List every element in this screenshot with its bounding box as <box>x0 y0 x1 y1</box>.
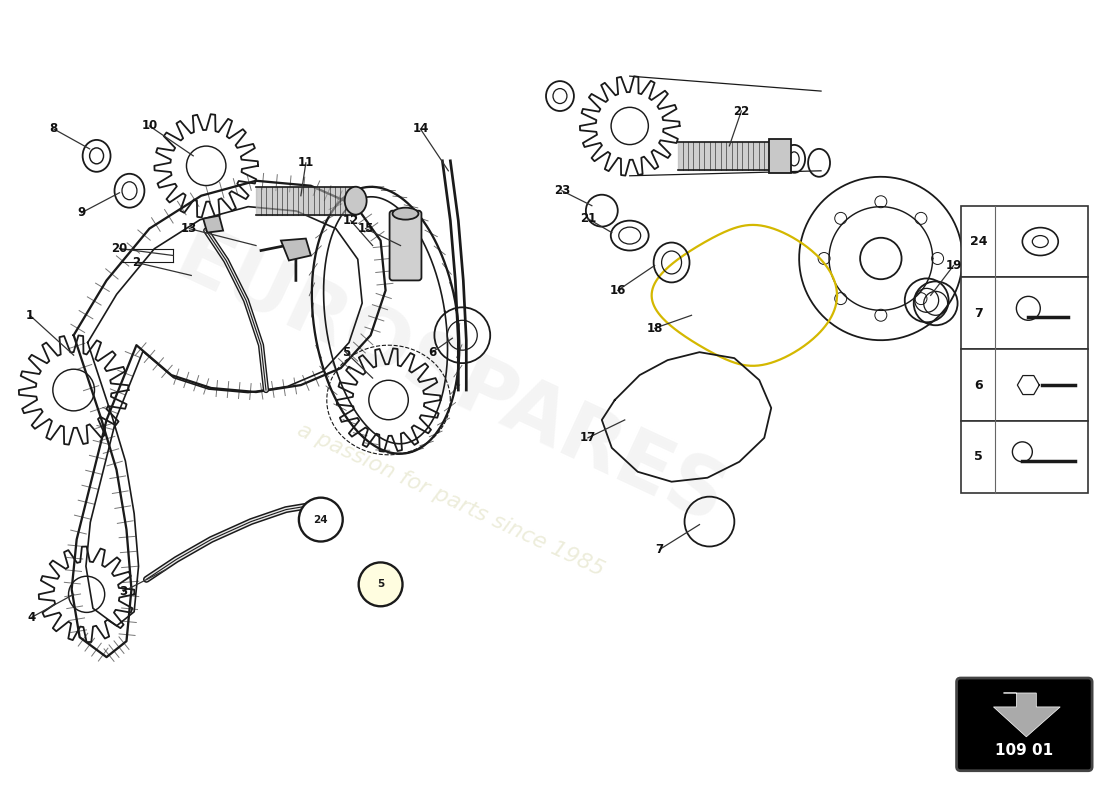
Polygon shape <box>993 693 1060 737</box>
Text: 14: 14 <box>412 122 429 135</box>
Text: 9: 9 <box>77 206 86 219</box>
Text: 7: 7 <box>656 543 663 556</box>
Bar <box>960 278 1088 349</box>
Polygon shape <box>204 216 223 233</box>
Text: EUROSPARES: EUROSPARES <box>163 218 738 542</box>
FancyBboxPatch shape <box>957 678 1092 770</box>
Text: 5: 5 <box>975 450 983 463</box>
Circle shape <box>359 562 403 606</box>
Polygon shape <box>280 238 311 261</box>
Text: 8: 8 <box>50 122 58 135</box>
Bar <box>960 421 1088 493</box>
Text: 23: 23 <box>553 184 570 198</box>
Text: 5: 5 <box>342 346 350 358</box>
Ellipse shape <box>393 208 418 220</box>
Text: 5: 5 <box>377 579 384 590</box>
Text: 18: 18 <box>647 322 663 334</box>
Text: 17: 17 <box>580 431 596 444</box>
Text: 21: 21 <box>580 212 596 225</box>
Text: 7: 7 <box>975 307 983 320</box>
Text: 11: 11 <box>298 156 314 170</box>
FancyBboxPatch shape <box>389 210 421 281</box>
Text: 6: 6 <box>975 378 982 391</box>
Bar <box>960 206 1088 278</box>
Text: 13: 13 <box>182 222 197 235</box>
Text: 20: 20 <box>111 242 128 255</box>
Text: 24: 24 <box>314 514 328 525</box>
Text: 2: 2 <box>132 256 141 269</box>
Text: 109 01: 109 01 <box>996 743 1054 758</box>
Text: 19: 19 <box>945 259 961 272</box>
Text: 15: 15 <box>358 222 374 235</box>
Bar <box>769 139 791 173</box>
Ellipse shape <box>344 186 366 214</box>
Bar <box>960 349 1088 421</box>
Text: 6: 6 <box>428 346 437 358</box>
Text: 3: 3 <box>120 585 128 598</box>
Text: 10: 10 <box>141 119 157 133</box>
Text: a passion for parts since 1985: a passion for parts since 1985 <box>294 419 607 580</box>
Text: 1: 1 <box>25 309 34 322</box>
Text: 12: 12 <box>342 214 359 227</box>
Text: 22: 22 <box>734 105 749 118</box>
Text: 24: 24 <box>970 235 988 248</box>
Text: 16: 16 <box>609 284 626 297</box>
Circle shape <box>299 498 343 542</box>
Text: 4: 4 <box>28 610 36 624</box>
